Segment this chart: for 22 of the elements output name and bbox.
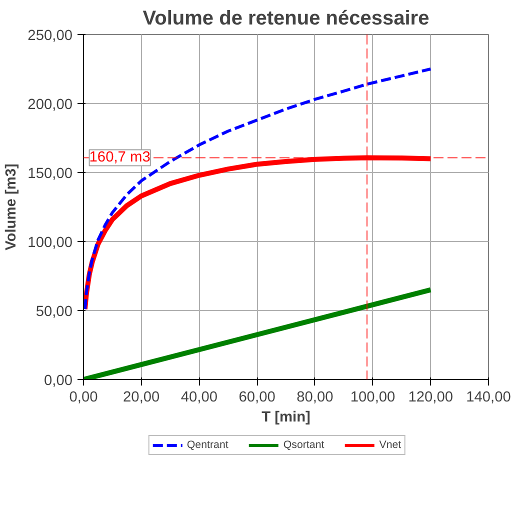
y-tick-label: 0,00 — [44, 373, 73, 389]
chart-title: Volume de retenue nécessaire — [142, 8, 430, 30]
legend-label: Vnet — [379, 439, 402, 451]
y-tick-label: 200,00 — [28, 97, 72, 113]
ref-line-label: 160,7 m3 — [89, 150, 150, 166]
legend-label: Qsortant — [283, 439, 324, 451]
x-tick-label: 60,00 — [238, 390, 276, 406]
line-series — [84, 68, 432, 311]
x-tick-label: 140,00 — [466, 390, 511, 406]
x-tick-label: 0,00 — [69, 390, 98, 406]
y-axis-title: Volume [m3] — [4, 163, 20, 250]
x-tick-label: 80,00 — [296, 390, 334, 406]
y-tick-label: 50,00 — [36, 304, 73, 320]
x-tick-label: 20,00 — [123, 390, 160, 406]
legend-label: Qentrant — [186, 439, 228, 451]
x-tick-label: 120,00 — [408, 390, 454, 406]
y-tick-label: 250,00 — [28, 28, 72, 44]
y-tick-label: 150,00 — [28, 166, 72, 182]
x-tick-label: 40,00 — [180, 390, 218, 406]
y-tick-label: 100,00 — [28, 235, 72, 251]
x-axis-title: T [min] — [262, 410, 311, 426]
x-tick-label: 100,00 — [350, 390, 396, 406]
